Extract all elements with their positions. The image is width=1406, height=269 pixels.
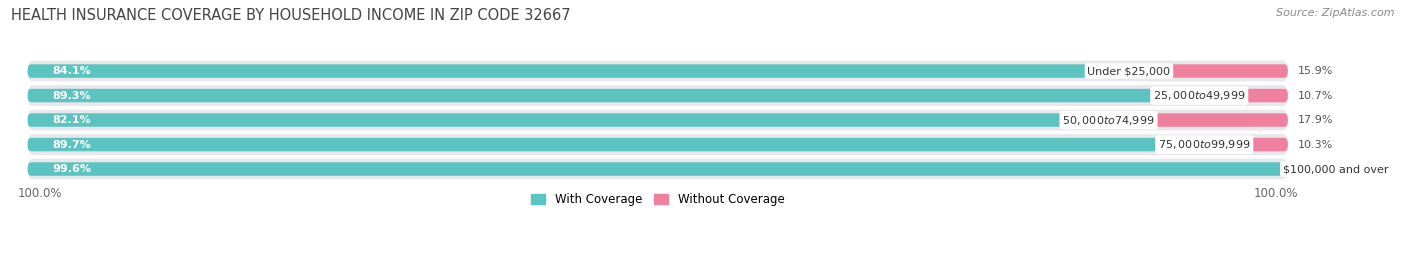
Text: 17.9%: 17.9% <box>1298 115 1333 125</box>
Text: 15.9%: 15.9% <box>1298 66 1333 76</box>
FancyBboxPatch shape <box>28 110 1288 130</box>
FancyBboxPatch shape <box>28 85 1288 106</box>
FancyBboxPatch shape <box>28 61 1288 82</box>
Text: $50,000 to $74,999: $50,000 to $74,999 <box>1063 114 1154 126</box>
Text: 100.0%: 100.0% <box>17 187 62 200</box>
FancyBboxPatch shape <box>28 162 1282 176</box>
Text: 89.3%: 89.3% <box>53 91 91 101</box>
FancyBboxPatch shape <box>1159 138 1288 151</box>
Text: 89.7%: 89.7% <box>53 140 91 150</box>
Legend: With Coverage, Without Coverage: With Coverage, Without Coverage <box>526 189 789 211</box>
FancyBboxPatch shape <box>28 64 1087 78</box>
FancyBboxPatch shape <box>28 113 1063 127</box>
Text: HEALTH INSURANCE COVERAGE BY HOUSEHOLD INCOME IN ZIP CODE 32667: HEALTH INSURANCE COVERAGE BY HOUSEHOLD I… <box>11 8 571 23</box>
FancyBboxPatch shape <box>1063 113 1288 127</box>
Text: 82.1%: 82.1% <box>53 115 91 125</box>
Text: 0.45%: 0.45% <box>1299 164 1334 174</box>
FancyBboxPatch shape <box>1282 162 1288 176</box>
Text: 99.6%: 99.6% <box>53 164 91 174</box>
Text: $100,000 and over: $100,000 and over <box>1282 164 1388 174</box>
FancyBboxPatch shape <box>28 134 1288 155</box>
Text: Source: ZipAtlas.com: Source: ZipAtlas.com <box>1277 8 1395 18</box>
Text: Under $25,000: Under $25,000 <box>1087 66 1170 76</box>
FancyBboxPatch shape <box>28 138 1159 151</box>
Text: 10.3%: 10.3% <box>1298 140 1333 150</box>
Text: $25,000 to $49,999: $25,000 to $49,999 <box>1153 89 1246 102</box>
Text: 84.1%: 84.1% <box>53 66 91 76</box>
FancyBboxPatch shape <box>28 159 1288 179</box>
Text: $75,000 to $99,999: $75,000 to $99,999 <box>1159 138 1250 151</box>
Text: 100.0%: 100.0% <box>1253 187 1298 200</box>
FancyBboxPatch shape <box>1087 64 1288 78</box>
FancyBboxPatch shape <box>1153 89 1288 102</box>
FancyBboxPatch shape <box>28 89 1153 102</box>
Text: 10.7%: 10.7% <box>1298 91 1333 101</box>
